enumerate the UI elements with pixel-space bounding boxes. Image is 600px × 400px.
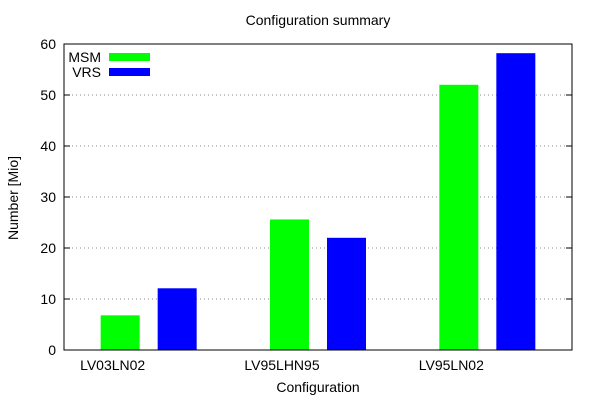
y-tick-label: 40 xyxy=(40,138,56,154)
chart-title: Configuration summary xyxy=(246,12,391,28)
y-tick-label: 50 xyxy=(40,87,56,103)
legend-swatch-msm xyxy=(109,53,150,61)
y-tick-label: 10 xyxy=(40,291,56,307)
bar-vrs-lv95ln02 xyxy=(496,53,536,351)
bar-vrs-lv03ln02 xyxy=(157,288,197,350)
y-tick-label: 30 xyxy=(40,189,56,205)
legend-swatch-vrs xyxy=(109,68,150,76)
bars xyxy=(100,53,536,351)
x-tick-label: LV95LN02 xyxy=(419,357,484,373)
x-tick-label: LV95LHN95 xyxy=(244,357,319,373)
axis-ticks: 0 10 20 30 40 50 60 LV03LN02 LV95LHN95 LV95LN02 xyxy=(40,36,572,373)
y-axis-label: Number [Mio] xyxy=(5,156,21,240)
legend-label-msm: MSM xyxy=(68,49,101,65)
x-axis-label: Configuration xyxy=(276,379,359,395)
x-tick-label: LV03LN02 xyxy=(80,357,145,373)
y-tick-label: 20 xyxy=(40,240,56,256)
bar-msm-lv95lhn95 xyxy=(270,219,309,350)
bar-msm-lv03ln02 xyxy=(100,315,140,350)
gridlines xyxy=(64,94,572,300)
bar-msm-lv95ln02 xyxy=(439,84,479,351)
y-tick-label: 0 xyxy=(48,342,56,358)
bar-vrs-lv95lhn95 xyxy=(327,237,366,350)
legend-label-vrs: VRS xyxy=(72,64,101,80)
y-tick-label: 60 xyxy=(40,36,56,52)
